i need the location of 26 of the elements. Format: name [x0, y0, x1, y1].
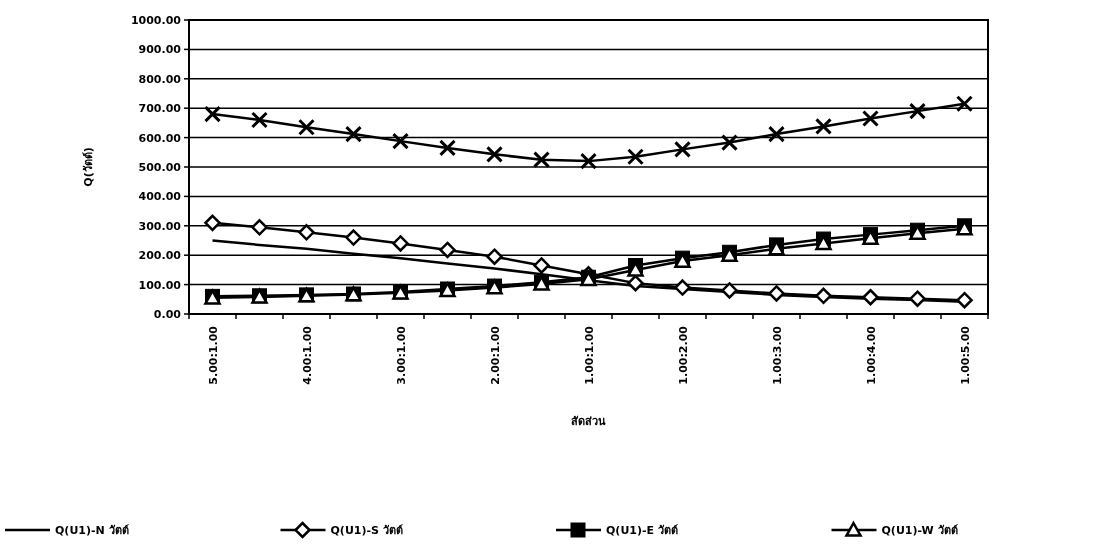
x-tick-label: 3.00:1.00 [394, 325, 408, 385]
x-axis-title: สัดส่วน [571, 415, 606, 428]
y-tick-label: 800.00 [138, 72, 182, 86]
y-tick-label: 700.00 [138, 102, 182, 116]
y-tick-label: 1000.00 [130, 14, 182, 27]
y-axis-title: Q(วัตต์) [82, 147, 95, 187]
x-tick-label: 1.00:1.00 [582, 325, 596, 385]
x-tick-label: 1.00:4.00 [864, 325, 878, 385]
x-tick-label: 1.00:2.00 [676, 325, 690, 385]
legend-label: Q(U1)-S วัตต์ [330, 524, 403, 537]
legend-label: Q(U1)-E วัตต์ [606, 524, 678, 537]
legend-label: Q(U1)-W วัตต์ [881, 524, 958, 537]
y-tick-label: 100.00 [138, 278, 182, 292]
x-tick-label: 4.00:1.00 [300, 325, 314, 385]
x-tick-label: 1.00:5.00 [958, 325, 972, 385]
y-tick-label: 400.00 [138, 190, 182, 204]
y-tick-label: 200.00 [138, 249, 182, 263]
y-tick-label: 500.00 [138, 161, 182, 174]
legend-label: Q(U1)-N วัตต์ [55, 524, 129, 537]
x-tick-label: 2.00:1.00 [488, 325, 502, 385]
y-tick-label: 300.00 [138, 219, 182, 233]
y-tick-label: 900.00 [138, 43, 182, 57]
y-tick-label: 0.00 [153, 308, 182, 321]
y-tick-label: 600.00 [138, 131, 182, 145]
x-tick-label: 5.00:1.00 [206, 325, 220, 385]
x-tick-label: 1.00:3.00 [770, 325, 784, 385]
